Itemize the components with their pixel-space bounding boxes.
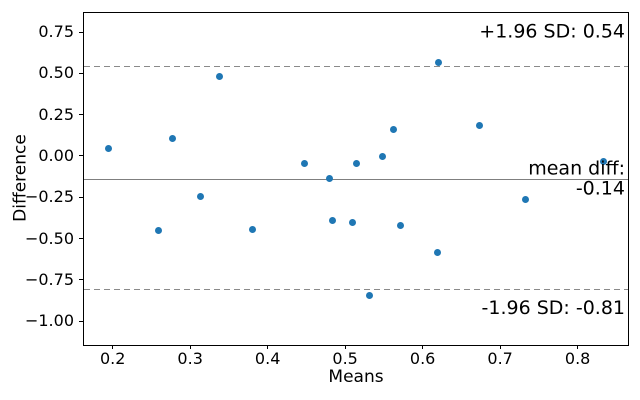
annotation-mean-diff-label: mean diff: [528, 157, 625, 180]
y-tick-label: 0.25 [38, 104, 74, 124]
data-point [105, 145, 113, 153]
x-tick-label: 0.2 [99, 349, 126, 368]
data-point [390, 126, 398, 134]
data-point [378, 153, 386, 161]
x-axis-label: Means [328, 367, 384, 387]
annotation-mean-diff: mean diff: -0.14 [528, 157, 625, 200]
x-tick-label: 0.8 [564, 349, 591, 368]
data-point [326, 175, 334, 183]
data-point [397, 222, 405, 230]
data-point [352, 160, 360, 168]
data-point [433, 249, 441, 257]
upper-loa-line [84, 66, 628, 68]
x-tick-label: 0.3 [177, 349, 203, 368]
annotation-lower-limit: -1.96 SD: -0.81 [481, 296, 626, 319]
x-tick-label: 0.5 [332, 349, 358, 368]
data-point [365, 292, 373, 300]
y-tick-label: 0.00 [38, 145, 74, 165]
x-tick-label: 0.7 [487, 349, 513, 368]
annotation-mean-diff-value: -0.14 [575, 177, 625, 200]
data-point [476, 122, 484, 130]
y-tick-mark [79, 114, 83, 116]
x-tick-mark [112, 345, 114, 349]
y-tick-mark [79, 196, 83, 198]
y-tick-mark [79, 238, 83, 240]
data-point [349, 218, 357, 226]
data-point [154, 227, 162, 235]
x-tick-mark [577, 345, 579, 349]
y-tick-mark [79, 320, 83, 322]
lower-loa-line [84, 289, 628, 291]
data-point [329, 217, 337, 225]
x-tick-mark [189, 345, 191, 349]
x-tick-label: 0.6 [409, 349, 436, 368]
data-point [168, 135, 176, 143]
y-tick-label: 0.75 [38, 22, 74, 42]
x-tick-mark [267, 345, 269, 349]
data-point [300, 160, 308, 168]
y-axis-label: Difference [10, 134, 31, 222]
y-tick-mark [79, 155, 83, 157]
y-tick-label: −0.75 [24, 269, 74, 289]
plot-area: +1.96 SD: 0.54 mean diff: -0.14 -1.96 SD… [25, 12, 629, 367]
data-point [196, 193, 204, 201]
y-tick-mark [79, 31, 83, 33]
x-tick-mark [499, 345, 501, 349]
mean-diff-line [84, 178, 628, 180]
y-tick-label: 0.50 [38, 63, 74, 83]
data-point [248, 226, 256, 234]
y-tick-mark [79, 279, 83, 281]
data-point [435, 58, 443, 66]
y-tick-label: −0.50 [24, 228, 74, 248]
x-tick-mark [422, 345, 424, 349]
y-tick-label: −0.25 [24, 187, 74, 207]
x-tick-label: 0.4 [254, 349, 281, 368]
x-tick-mark [344, 345, 346, 349]
data-point [216, 72, 224, 80]
y-tick-mark [79, 72, 83, 74]
data-point [599, 158, 607, 166]
data-point [522, 196, 530, 204]
y-tick-label: −1.00 [24, 311, 74, 331]
annotation-upper-limit: +1.96 SD: 0.54 [479, 20, 625, 43]
